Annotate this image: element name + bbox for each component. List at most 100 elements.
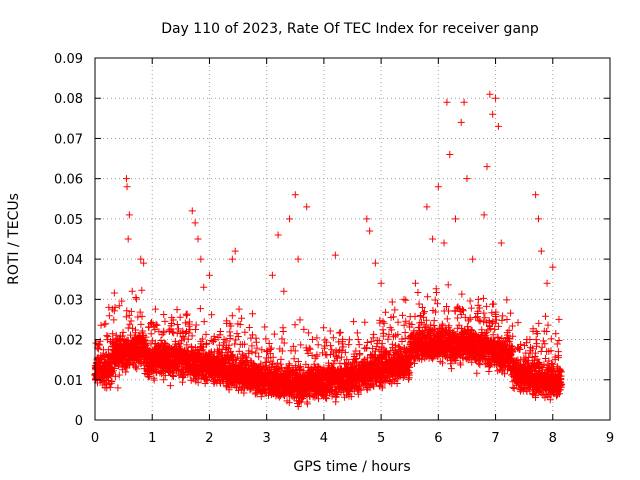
data-point: [111, 373, 119, 381]
data-point: [108, 378, 116, 386]
data-point: [245, 349, 253, 357]
data-point: [252, 349, 260, 357]
data-point: [529, 325, 537, 333]
data-point: [303, 400, 311, 408]
data-point: [196, 305, 204, 313]
data-point: [161, 317, 169, 325]
data-point: [225, 386, 233, 394]
data-point: [362, 344, 370, 352]
data-point: [122, 368, 130, 376]
data-point: [148, 319, 156, 327]
data-point: [514, 319, 522, 327]
data-point: [252, 338, 260, 346]
data-point: [327, 342, 335, 350]
data-point: [418, 304, 426, 312]
data-point: [110, 307, 118, 315]
data-point: [125, 311, 133, 319]
data-point: [294, 358, 302, 366]
data-point: [145, 323, 153, 331]
data-point: [192, 321, 200, 329]
data-point: [314, 341, 322, 349]
data-point: [236, 320, 244, 328]
data-point: [509, 332, 517, 340]
data-point: [495, 322, 503, 330]
data-point: [355, 341, 363, 349]
data-point: [415, 300, 423, 308]
data-point: [507, 309, 515, 317]
data-point: [176, 313, 184, 321]
data-point: [152, 320, 160, 328]
data-point: [337, 353, 345, 361]
data-point: [389, 313, 397, 321]
data-point: [112, 338, 120, 346]
data-point: [305, 392, 313, 400]
data-point: [357, 386, 365, 394]
data-point: [329, 334, 337, 342]
data-point: [431, 296, 439, 304]
data-point: [132, 329, 140, 337]
data-point: [161, 371, 169, 379]
data-point: [183, 341, 191, 349]
data-point: [168, 320, 176, 328]
data-point: [336, 328, 344, 336]
data-point: [353, 354, 361, 362]
data-point: [356, 350, 364, 358]
data-point: [169, 316, 177, 324]
data-point: [398, 338, 406, 346]
data-point: [227, 322, 235, 330]
data-point: [305, 344, 313, 352]
data-point: [391, 306, 399, 314]
data-point: [335, 329, 343, 337]
data-point: [371, 347, 379, 355]
data-point: [150, 376, 158, 384]
data-point: [492, 310, 500, 318]
data-point: [509, 347, 517, 355]
data-point: [258, 346, 266, 354]
data-point: [160, 329, 168, 337]
data-point: [141, 336, 149, 344]
data-point: [234, 353, 242, 361]
data-point: [432, 308, 440, 316]
data-point: [443, 315, 451, 323]
data-point: [345, 336, 353, 344]
data-point: [184, 335, 192, 343]
data-point: [338, 338, 346, 346]
data-point: [322, 338, 330, 346]
data-point: [323, 395, 331, 403]
data-point: [270, 330, 278, 338]
data-point: [408, 320, 416, 328]
data-point: [418, 356, 426, 364]
data-point: [290, 355, 298, 363]
data-point: [491, 319, 499, 327]
data-point: [338, 347, 346, 355]
data-point: [339, 343, 347, 351]
data-point: [345, 341, 353, 349]
data-point: [388, 298, 396, 306]
data-point: [414, 289, 422, 297]
data-point: [388, 326, 396, 334]
data-point: [329, 360, 337, 368]
data-point: [142, 333, 150, 341]
data-point: [237, 385, 245, 393]
data-point: [535, 319, 543, 327]
data-point: [168, 328, 176, 336]
data-point: [202, 339, 210, 347]
data-point: [222, 337, 230, 345]
data-point: [313, 334, 321, 342]
data-point: [516, 345, 524, 353]
data-point: [476, 317, 484, 325]
data-point: [105, 303, 113, 311]
data-point: [445, 322, 453, 330]
data-point: [473, 369, 481, 377]
data-point: [306, 345, 314, 353]
data-point: [169, 373, 177, 381]
data-point: [379, 318, 387, 326]
data-point: [118, 297, 126, 305]
data-point: [361, 318, 369, 326]
data-point: [533, 340, 541, 348]
data-point: [385, 331, 393, 339]
data-point: [491, 325, 499, 333]
data-point: [128, 324, 136, 332]
data-point: [138, 312, 146, 320]
data-point: [466, 315, 474, 323]
